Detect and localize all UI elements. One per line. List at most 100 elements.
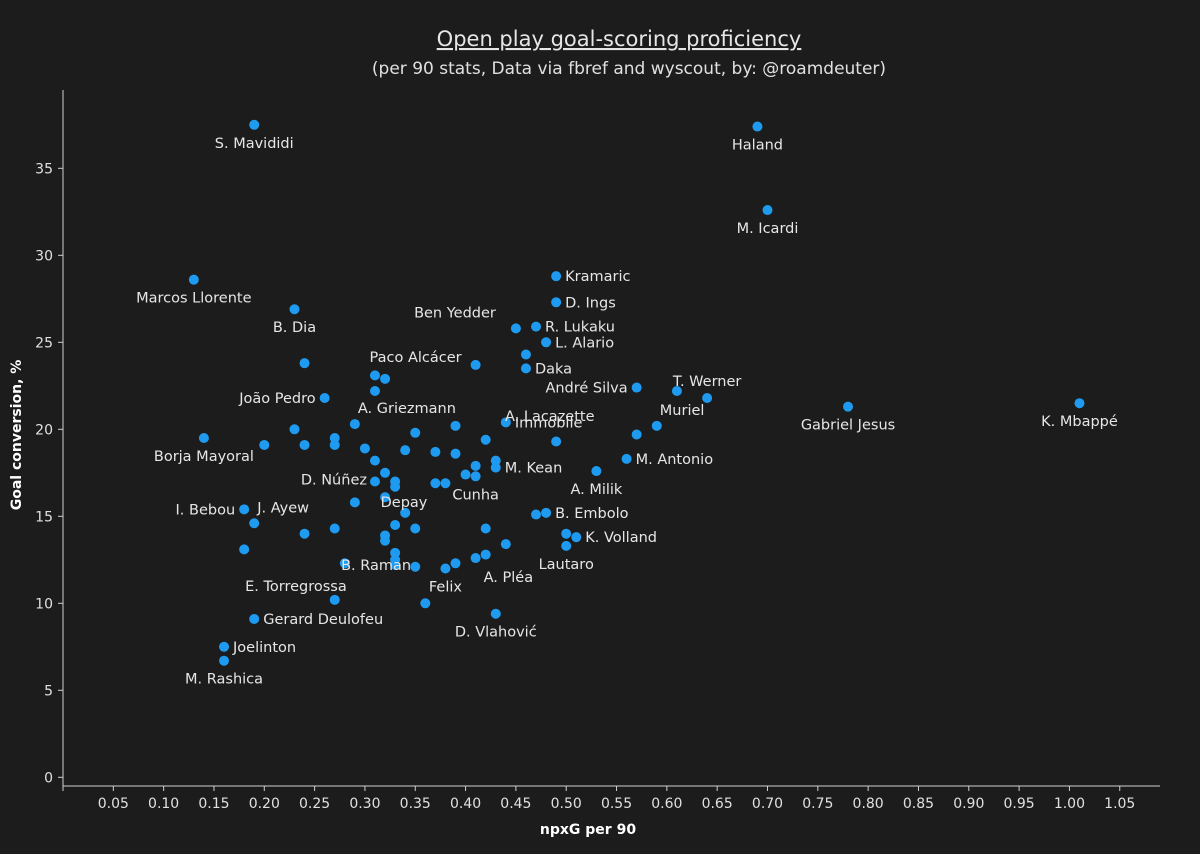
point-label: Gerard Deulofeu [263, 612, 383, 628]
point-label: Haland [732, 138, 783, 154]
point-label: Gabriel Jesus [801, 418, 895, 434]
y-tick-label: 20 [35, 422, 53, 438]
point-label: A. Pléa [484, 570, 533, 586]
y-tick-label: 25 [35, 335, 53, 351]
data-point [380, 373, 391, 384]
x-tick-label: 0.60 [651, 796, 682, 812]
data-point [400, 507, 411, 518]
point-label: Marcos Llorente [136, 291, 251, 307]
data-point [450, 558, 461, 569]
data-point [349, 497, 360, 508]
data-point [359, 443, 370, 454]
x-tick-label: 0.40 [450, 796, 481, 812]
point-label: D. Ings [565, 295, 616, 311]
y-tick-label: 15 [35, 509, 53, 525]
data-point [249, 119, 260, 130]
point-label: D. Vlahović [455, 625, 537, 641]
data-point [440, 478, 451, 489]
x-tick-label: 0.10 [148, 796, 179, 812]
data-point [671, 386, 682, 397]
chart-subtitle: (per 90 stats, Data via fbref and wyscou… [372, 59, 886, 79]
data-point [500, 539, 511, 550]
point-label: Joelinton [232, 640, 296, 656]
data-point [510, 323, 521, 334]
data-point [390, 481, 401, 492]
data-point [450, 420, 461, 431]
data-point [289, 424, 300, 435]
point-label: L. Alario [555, 335, 614, 351]
point-label: Ben Yedder [414, 305, 496, 321]
data-point [551, 271, 562, 282]
point-label: A. Milik [570, 482, 622, 498]
x-axis-label: npxG per 90 [540, 822, 636, 838]
data-point [470, 359, 481, 370]
point-label: K. Volland [585, 530, 657, 546]
x-tick-label: 0.85 [903, 796, 934, 812]
point-label: André Silva [545, 381, 627, 397]
point-label: Cunha [452, 487, 499, 503]
data-point [561, 528, 572, 539]
data-point [239, 544, 250, 555]
data-point [188, 274, 199, 285]
point-label: B. Dia [273, 320, 316, 336]
data-point [1074, 398, 1085, 409]
data-point [541, 507, 552, 518]
point-label: Muriel [660, 403, 705, 419]
data-point [551, 436, 562, 447]
x-tick-label: 0.65 [702, 796, 733, 812]
data-point [369, 476, 380, 487]
data-point [440, 563, 451, 574]
data-point [369, 455, 380, 466]
data-point [631, 382, 642, 393]
data-point [470, 471, 481, 482]
point-label: A. Griezmann [358, 401, 456, 417]
x-tick-label: 0.30 [349, 796, 380, 812]
point-label: Daka [535, 361, 572, 377]
point-label: M. Rashica [185, 672, 263, 688]
data-point [470, 460, 481, 471]
data-point [390, 560, 401, 571]
data-point [329, 523, 340, 534]
data-point [329, 594, 340, 605]
x-tick-label: 0.50 [551, 796, 582, 812]
data-point [319, 392, 330, 403]
data-point [299, 439, 310, 450]
data-point [843, 401, 854, 412]
point-labels: S. Mavididi Haland M. Icardi Marcos Llorent… [136, 136, 1118, 688]
data-point [480, 549, 491, 560]
point-label: A. Lacazette [505, 409, 595, 425]
x-tick-label: 0.70 [752, 796, 783, 812]
x-axis-ticks: 0.05 0.10 0.15 0.20 0.25 0.30 0.35 0.40 0.45 0.50… [62, 786, 1135, 812]
data-point [490, 455, 501, 466]
data-point [219, 655, 230, 666]
x-tick-label: 0.20 [249, 796, 280, 812]
data-point [541, 337, 552, 348]
y-tick-label: 35 [35, 161, 53, 177]
data-point [480, 434, 491, 445]
data-point [349, 419, 360, 430]
point-label: I. Bebou [176, 502, 236, 518]
point-label: Lautaro [539, 557, 594, 573]
point-label: Paco Alcácer [370, 350, 462, 366]
point-label: E. Torregrossa [245, 579, 347, 595]
data-point [249, 613, 260, 624]
point-label: D. Núñez [301, 473, 367, 489]
data-point [289, 304, 300, 315]
data-point [299, 528, 310, 539]
data-point [259, 439, 270, 450]
data-points [188, 119, 1085, 666]
point-label: B. Embolo [555, 506, 629, 522]
x-tick-label: 0.75 [802, 796, 833, 812]
chart-title: Open play goal-scoring proficiency [437, 27, 802, 51]
point-label: M. Antonio [636, 452, 714, 468]
data-point [460, 469, 471, 480]
data-point [561, 540, 572, 551]
y-tick-label: 5 [44, 683, 53, 699]
point-label: K. Mbappé [1041, 414, 1118, 430]
x-tick-label: 0.05 [98, 796, 129, 812]
data-point [752, 121, 763, 132]
point-label: Felix [429, 580, 463, 596]
x-tick-label: 0.90 [953, 796, 984, 812]
x-tick-label: 0.25 [299, 796, 330, 812]
